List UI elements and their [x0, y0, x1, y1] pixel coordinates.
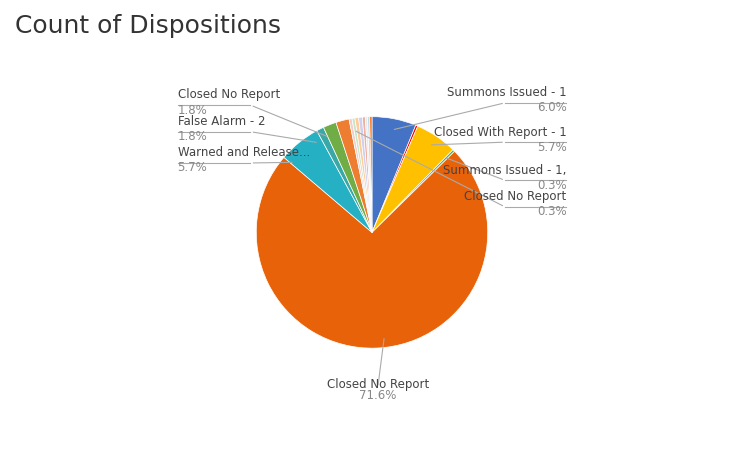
Wedge shape — [365, 118, 372, 233]
Text: 6.0%: 6.0% — [536, 101, 566, 114]
Wedge shape — [349, 119, 372, 233]
Wedge shape — [372, 127, 453, 233]
Text: Warned and Release...: Warned and Release... — [178, 146, 310, 159]
Wedge shape — [362, 118, 372, 233]
Wedge shape — [359, 118, 372, 233]
Text: 5.7%: 5.7% — [536, 140, 566, 153]
Text: 5.7%: 5.7% — [178, 161, 208, 174]
Wedge shape — [355, 118, 372, 233]
Text: 71.6%: 71.6% — [359, 388, 397, 402]
Text: Closed With Report - 1: Closed With Report - 1 — [434, 125, 566, 138]
Wedge shape — [284, 131, 372, 233]
Wedge shape — [372, 151, 455, 233]
Text: Summons Issued - 1: Summons Issued - 1 — [447, 86, 566, 99]
Text: 0.3%: 0.3% — [537, 205, 566, 218]
Wedge shape — [372, 126, 418, 233]
Text: Summons Issued - 1,: Summons Issued - 1, — [443, 163, 566, 176]
Wedge shape — [324, 123, 372, 233]
Wedge shape — [256, 152, 488, 348]
Text: Closed No Report: Closed No Report — [464, 190, 566, 203]
Text: 1.8%: 1.8% — [178, 103, 208, 116]
Wedge shape — [372, 118, 416, 233]
Wedge shape — [336, 120, 372, 233]
Text: 0.3%: 0.3% — [537, 179, 566, 191]
Text: 1.8%: 1.8% — [178, 130, 208, 143]
Text: False Alarm - 2: False Alarm - 2 — [178, 115, 265, 128]
Wedge shape — [317, 128, 372, 233]
Wedge shape — [370, 118, 372, 233]
Text: Closed No Report: Closed No Report — [327, 377, 429, 390]
Text: Closed No Report: Closed No Report — [178, 88, 280, 101]
Text: Count of Dispositions: Count of Dispositions — [15, 14, 281, 38]
Wedge shape — [352, 119, 372, 233]
Wedge shape — [368, 118, 372, 233]
